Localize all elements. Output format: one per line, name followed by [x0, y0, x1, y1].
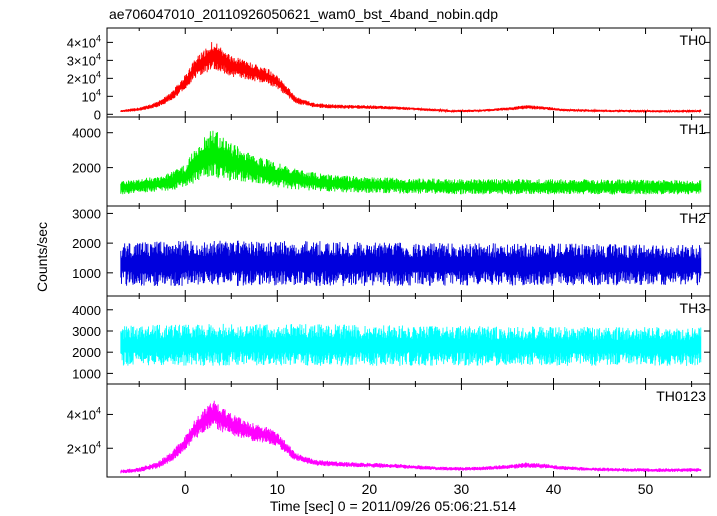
x-tick-label: 20: [362, 481, 378, 497]
x-tick-label: 30: [454, 481, 470, 497]
x-axis-label: Time [sec] 0 = 2011/09/26 05:06:21.514: [270, 498, 517, 514]
series-th1-curve: [120, 130, 702, 195]
y-tick-label: 3×104: [67, 51, 101, 68]
panel-label: TH2: [680, 210, 707, 226]
panel-th2: 1000 2000 3000 TH2: [72, 205, 711, 297]
panel-label: TH0123: [656, 388, 706, 404]
y-tick-label: 3000: [72, 324, 101, 339]
panel-th0123: 2×104 4×104 TH0123: [67, 383, 711, 478]
chart-title: ae706047010_20110926050621_wam0_bst_4ban…: [109, 6, 498, 22]
series-th0-curve: [120, 42, 702, 114]
y-tick-label: 2×104: [67, 69, 101, 86]
panel-label: TH1: [680, 121, 707, 137]
y-tick-label: 2×104: [67, 439, 101, 456]
y-tick-label: 104: [82, 87, 101, 104]
series-th2-curve: [120, 240, 702, 287]
series-th0123-curve: [120, 400, 702, 474]
y-tick-label: 0: [94, 107, 101, 122]
panel-frame: [106, 383, 711, 478]
y-tick-label: 4×104: [67, 33, 101, 50]
y-tick-label: 1000: [72, 366, 101, 381]
x-tick-label: 0: [181, 481, 189, 497]
y-tick-label: 2000: [72, 345, 101, 360]
x-tick-label: 50: [638, 481, 654, 497]
panel-th3: 1000 2000 3000 4000 TH3: [72, 295, 711, 385]
x-tick-label: 40: [546, 481, 562, 497]
panel-th1: 2000 4000 TH1: [72, 116, 711, 207]
y-axis-label: Counts/sec: [34, 222, 50, 292]
panel-label: TH3: [680, 300, 707, 316]
y-tick-label: 2000: [72, 161, 101, 176]
y-tick-label: 2000: [72, 236, 101, 251]
y-tick-label: 3000: [72, 206, 101, 221]
y-tick-label: 4000: [72, 126, 101, 141]
x-tick-label: 10: [270, 481, 286, 497]
y-tick-label: 4×104: [67, 405, 101, 422]
series-th3-curve: [120, 323, 702, 366]
y-tick-label: 1000: [72, 266, 101, 281]
panel-label: TH0: [680, 32, 707, 48]
y-tick-label: 4000: [72, 303, 101, 318]
